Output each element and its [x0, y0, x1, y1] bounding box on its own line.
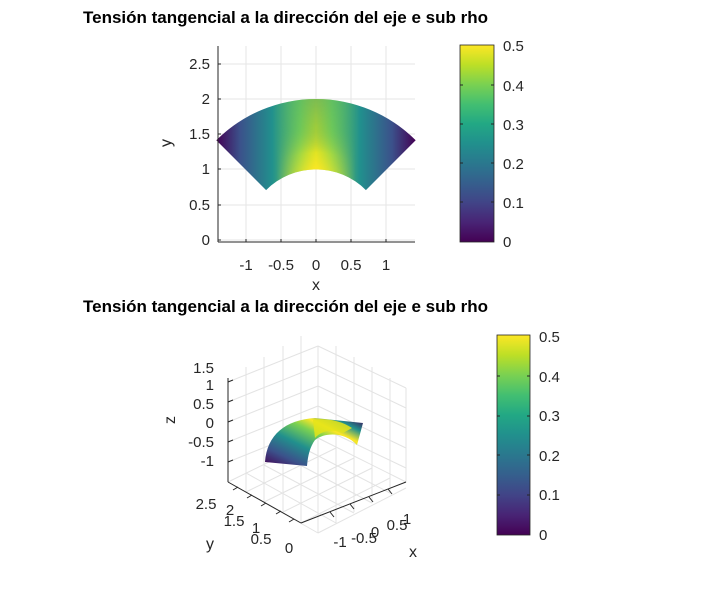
bottom-zlabel: z	[162, 416, 179, 424]
top-ytick: 1.5	[189, 126, 210, 143]
bottom-cbar-tick: 0.5	[539, 329, 560, 346]
bottom-cbar-tick: 0.1	[539, 487, 560, 504]
bottom-cbar-tick: 0.4	[539, 369, 560, 386]
top-xtick: -0.5	[268, 257, 294, 274]
top-cbar-tick: 0.3	[503, 117, 524, 134]
bottom-ztick: -0.5	[188, 434, 214, 451]
bottom-ztick: 1	[206, 377, 214, 394]
top-xtick: -1	[239, 257, 252, 274]
top-cbar-tick: 0.4	[503, 78, 524, 95]
top-plot-axes: -1 -0.5 0 0.5 1 0 0.5 1 1.5 2 2.5 x y	[158, 46, 416, 294]
bottom-ztick: 1.5	[193, 360, 214, 377]
top-ytick: 0.5	[189, 197, 210, 214]
bottom-cbar-tick: 0.2	[539, 448, 560, 465]
bottom-xtick: 1	[403, 511, 411, 528]
bottom-xtick: -0.5	[351, 530, 377, 547]
bottom-plot-title: Tensión tangencial a la dirección del ej…	[83, 297, 488, 316]
bottom-colorbar: 0 0.1 0.2 0.3 0.4 0.5	[496, 329, 560, 544]
bottom-ztick: -1	[201, 453, 214, 470]
top-xtick: 0	[312, 257, 320, 274]
top-cbar-tick: 0.2	[503, 156, 524, 173]
bottom-ytick: 0	[285, 540, 293, 557]
top-plot-surface	[216, 99, 416, 191]
bottom-xlabel: x	[409, 544, 417, 561]
top-cbar-tick: 0.1	[503, 195, 524, 212]
bottom-xtick: 0	[371, 524, 379, 541]
top-ytick: 2	[202, 91, 210, 108]
bottom-cbar-tick: 0	[539, 527, 547, 544]
top-plot-title: Tensión tangencial a la dirección del ej…	[83, 8, 488, 27]
top-cbar-tick: 0.5	[503, 38, 524, 55]
bottom-ytick: 2	[226, 502, 234, 519]
top-ytick: 2.5	[189, 56, 210, 73]
bottom-xtick: -1	[333, 534, 346, 551]
bottom-cbar-tick: 0.3	[539, 408, 560, 425]
bottom-plot-axes: 1.5 1 0.5 0 -0.5 -1 z 0 0.5 1 1.5 2 2.5 …	[162, 336, 417, 561]
bottom-xtick: 0.5	[387, 517, 408, 534]
top-ytick: 0	[202, 232, 210, 249]
top-ytick: 1	[202, 161, 210, 178]
bottom-ytick: 0.5	[251, 531, 272, 548]
top-xtick: 1	[382, 257, 390, 274]
top-ylabel: y	[158, 139, 175, 147]
top-xtick: 0.5	[341, 257, 362, 274]
bottom-ztick: 0	[206, 415, 214, 432]
bottom-plot-surface	[265, 418, 363, 466]
bottom-ytick: 1	[252, 520, 260, 537]
bottom-ztick: 0.5	[193, 396, 214, 413]
top-colorbar: 0 0.1 0.2 0.3 0.4 0.5	[459, 38, 524, 251]
bottom-ylabel: y	[206, 536, 214, 553]
bottom-ytick: 2.5	[196, 496, 217, 513]
top-xlabel: x	[312, 277, 320, 294]
top-cbar-tick: 0	[503, 234, 511, 251]
bottom-ytick: 1.5	[224, 513, 245, 530]
